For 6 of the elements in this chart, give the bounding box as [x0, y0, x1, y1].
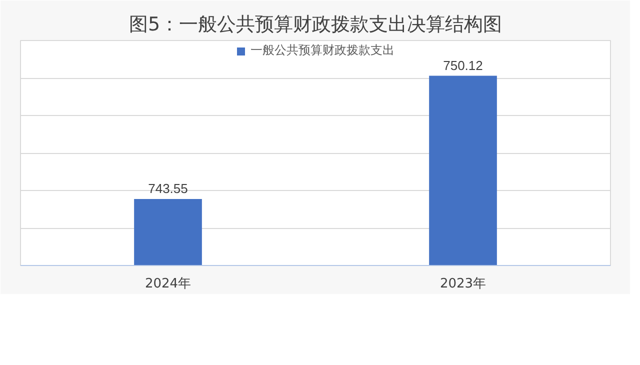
- data-label: 750.12: [443, 58, 483, 73]
- legend-label: 一般公共预算财政拨款支出: [250, 42, 394, 59]
- x-tick-label: 2024年: [144, 276, 192, 292]
- data-label: 743.55: [148, 180, 188, 196]
- chart-title: 图5：一般公共预算财政拨款支出决算结构图: [128, 14, 502, 36]
- x-tick-label: 2023年: [440, 276, 486, 292]
